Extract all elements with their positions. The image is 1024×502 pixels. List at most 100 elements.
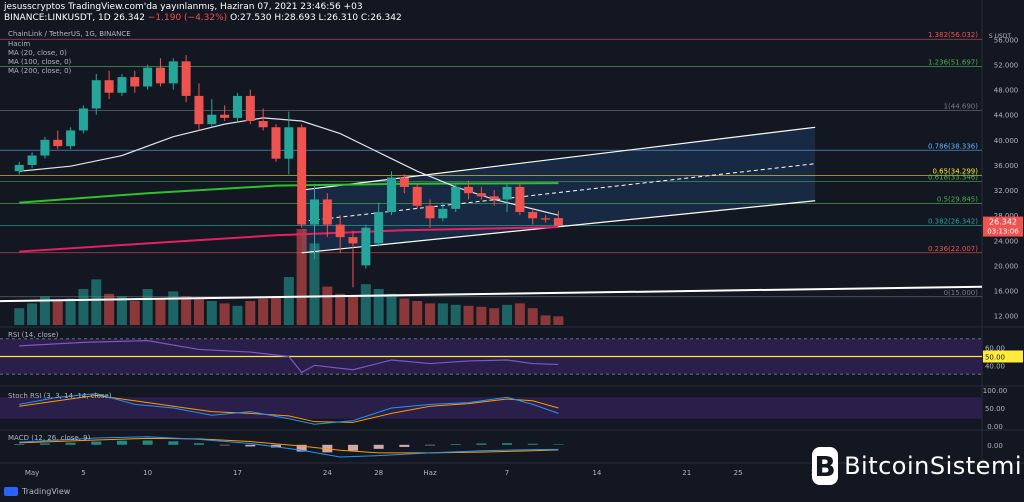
- volume-bar: [476, 306, 487, 325]
- y-tick-label: 32.000: [994, 187, 1019, 195]
- y-tick-label: 44.000: [994, 112, 1019, 120]
- volume-bar: [155, 298, 166, 325]
- x-tick-label: 10: [143, 469, 152, 477]
- candle-body: [207, 114, 217, 125]
- x-tick-label: May: [25, 469, 39, 477]
- candle-body: [130, 77, 140, 87]
- candle-body: [78, 108, 88, 131]
- volume-bar: [489, 308, 500, 325]
- candle-body: [181, 61, 191, 96]
- candle-body: [66, 130, 76, 147]
- macd-histogram-bar: [296, 444, 307, 452]
- price-change: −1.190 (−4.32%): [147, 13, 228, 23]
- volume-bar: [65, 298, 76, 325]
- candle-body: [104, 80, 114, 93]
- candle-body: [451, 186, 461, 209]
- y-tick-label: 52.000: [994, 62, 1019, 70]
- volume-bar: [437, 303, 448, 325]
- candle-body: [528, 212, 538, 219]
- candle-body: [168, 61, 178, 84]
- ma200-label: MA (200, close, 0): [8, 67, 72, 75]
- candle-body: [220, 114, 230, 118]
- macd-histogram-bar: [373, 444, 384, 449]
- y-tick-label: 12.000: [994, 313, 1019, 321]
- fib-label-0.236: 0.236(22.007): [928, 245, 978, 253]
- volume-bar: [193, 298, 204, 325]
- ma20-line: [19, 117, 559, 216]
- stoch-tick-label: 50.00: [985, 405, 1005, 413]
- volume-bar: [39, 296, 50, 325]
- volume-bar: [129, 301, 140, 325]
- fib-label-0.382: 0.382(26.342): [928, 218, 978, 226]
- macd-histogram-bar: [116, 440, 127, 445]
- ma20-label: MA (20, close, 0): [8, 49, 67, 57]
- volume-bar: [258, 298, 269, 325]
- macd-histogram-bar: [553, 444, 564, 445]
- volume-bar: [206, 301, 217, 325]
- candle-body: [258, 121, 268, 128]
- volume-bar: [360, 284, 371, 325]
- volume-bar: [91, 279, 102, 325]
- volume-bar: [463, 305, 474, 325]
- candle-body: [40, 139, 50, 156]
- macd-histogram-bar: [142, 440, 153, 445]
- fib-label-0.786: 0.786(38.336): [928, 142, 978, 150]
- candle-body: [387, 177, 397, 213]
- candle-body: [335, 224, 345, 238]
- price-badge: [983, 216, 1023, 237]
- candle-body: [297, 127, 307, 225]
- rsi-tick-label: 40.00: [985, 362, 1005, 370]
- x-tick-label: 5: [81, 469, 85, 477]
- volume-bar: [232, 305, 243, 325]
- x-tick-label: 17: [233, 469, 242, 477]
- volume-bar: [14, 308, 25, 325]
- volume-bar: [399, 298, 410, 325]
- volume-bar: [514, 303, 525, 325]
- macd-histogram-bar: [219, 444, 230, 446]
- volume-bar: [78, 289, 89, 325]
- stoch-rsi-label: Stoch RSI (3, 3, 14, 14, close): [8, 392, 112, 400]
- stoch-k-line: [19, 393, 559, 425]
- macd-histogram-bar: [65, 442, 76, 445]
- tradingview-text: TradingView: [22, 487, 71, 496]
- volume-label: Hacim: [8, 40, 31, 48]
- symbol-info: BINANCE:LINKUSDT, 1D 26.342 −1.190 (−4.3…: [4, 13, 402, 23]
- candle-body: [284, 127, 294, 159]
- candle-body: [309, 199, 319, 225]
- candle-body: [143, 67, 153, 87]
- volume-bar: [27, 303, 38, 325]
- macd-histogram-bar: [168, 441, 179, 445]
- candle-body: [412, 186, 422, 206]
- price-badge-countdown: 03:13:06: [987, 228, 1019, 236]
- volume-bar: [373, 289, 384, 325]
- volume-bar: [386, 293, 397, 325]
- candle-body: [374, 212, 384, 244]
- bitcoinsistemi-logo: B BitcoinSistemi: [812, 440, 1022, 492]
- x-tick-label: Haz: [423, 469, 437, 477]
- candle-body: [502, 186, 512, 200]
- fib-label-0.5: 0.5(29.845): [937, 196, 978, 204]
- support-line: [0, 285, 983, 303]
- candle-body: [438, 208, 448, 219]
- volume-bar: [335, 293, 346, 325]
- volume-bar: [527, 308, 538, 325]
- price-badge-value: 26.342: [989, 218, 1017, 227]
- rsi-mid-badge-label: 50.00: [985, 354, 1005, 362]
- volume-bar: [348, 296, 359, 325]
- candle-body: [91, 80, 101, 109]
- x-tick-label: 21: [682, 469, 691, 477]
- candle-body: [27, 155, 37, 165]
- bitcoin-coin-icon: B: [812, 447, 839, 485]
- volume-bar: [412, 301, 423, 325]
- volume-bar: [104, 293, 115, 325]
- candle-body: [194, 95, 204, 125]
- volume-bar: [296, 229, 307, 325]
- y-tick-label: 16.000: [994, 287, 1019, 295]
- macd-signal-line: [19, 437, 559, 454]
- volume-bar: [309, 243, 320, 325]
- candle-body: [271, 127, 281, 159]
- macd-histogram-bar: [502, 443, 513, 445]
- y-tick-label: 20.000: [994, 262, 1019, 270]
